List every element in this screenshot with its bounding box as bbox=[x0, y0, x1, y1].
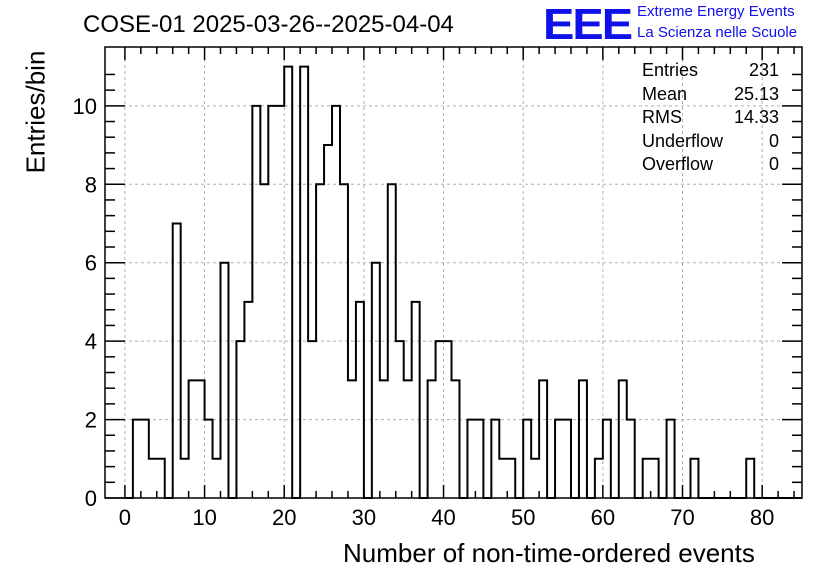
histogram-bar bbox=[690, 459, 698, 498]
histogram-bar bbox=[348, 380, 356, 498]
histogram-bar bbox=[627, 420, 635, 498]
x-tick-label: 70 bbox=[670, 505, 694, 530]
stat-label: RMS bbox=[642, 107, 682, 128]
histogram-bar bbox=[428, 380, 436, 498]
y-tick-label: 6 bbox=[85, 251, 97, 276]
stat-value: 25.13 bbox=[733, 83, 779, 104]
stat-row-overflow: Overflow 0 bbox=[642, 153, 779, 177]
stat-row-underflow: Underflow 0 bbox=[642, 130, 779, 154]
histogram-bar bbox=[651, 459, 659, 498]
histogram-bar bbox=[475, 420, 483, 498]
stat-label: Overflow bbox=[642, 154, 714, 175]
histogram-bar bbox=[213, 459, 221, 498]
x-tick-label: 20 bbox=[272, 505, 296, 530]
stat-label: Entries bbox=[642, 60, 699, 80]
x-tick-label: 40 bbox=[431, 505, 455, 530]
stat-row-entries: Entries 231 bbox=[642, 59, 779, 83]
histogram-bar bbox=[523, 420, 531, 498]
eee-logo: EEE bbox=[543, 0, 633, 48]
y-tick-label: 4 bbox=[85, 329, 97, 354]
histogram-bar bbox=[356, 302, 364, 498]
histogram-bar bbox=[284, 67, 292, 498]
stat-row-rms: RMS 14.33 bbox=[642, 106, 779, 130]
histogram-bar bbox=[149, 459, 157, 498]
y-tick-label: 2 bbox=[85, 408, 97, 433]
stats-box: Entries 231 Mean 25.13 RMS 14.33 Underfl… bbox=[642, 59, 779, 177]
histogram-bar bbox=[324, 145, 332, 498]
histogram-bar bbox=[300, 67, 308, 498]
x-tick-label: 80 bbox=[750, 505, 774, 530]
y-tick-label: 8 bbox=[85, 172, 97, 197]
y-tick-label: 10 bbox=[73, 94, 97, 119]
histogram-bar bbox=[491, 420, 499, 498]
histogram-bar bbox=[531, 459, 539, 498]
histogram-bar bbox=[404, 380, 412, 498]
stat-value: 231 bbox=[748, 60, 779, 80]
histogram-bar bbox=[380, 380, 388, 498]
y-axis-label: Entries/bin bbox=[20, 50, 51, 174]
x-tick-label: 50 bbox=[511, 505, 535, 530]
histogram-bar bbox=[268, 106, 276, 498]
logo-caption-line2: La Scienza nelle Scuole bbox=[637, 24, 798, 41]
histogram-bar bbox=[603, 420, 611, 498]
stat-value: 0 bbox=[768, 154, 779, 175]
histogram-bar bbox=[189, 380, 197, 498]
histogram-bar bbox=[643, 459, 651, 498]
histogram-bar bbox=[221, 263, 229, 498]
histogram-bar bbox=[205, 420, 213, 498]
histogram-bar bbox=[579, 380, 587, 498]
histogram-bar bbox=[467, 420, 475, 498]
plot-frame bbox=[104, 46, 803, 499]
x-tick-label: 10 bbox=[192, 505, 216, 530]
histogram-bar bbox=[252, 106, 260, 498]
stat-label: Underflow bbox=[642, 130, 724, 151]
histogram-bar bbox=[412, 302, 420, 498]
stat-value: 14.33 bbox=[733, 107, 779, 128]
stat-label: Mean bbox=[642, 83, 688, 104]
histogram-bar bbox=[539, 380, 547, 498]
histogram-bar bbox=[197, 380, 205, 498]
histogram-bar bbox=[157, 459, 165, 498]
histogram-bar bbox=[746, 459, 754, 498]
stat-row-mean: Mean 25.13 bbox=[642, 83, 779, 107]
x-tick-label: 60 bbox=[591, 505, 615, 530]
histogram-bar bbox=[563, 420, 571, 498]
x-tick-label: 30 bbox=[352, 505, 376, 530]
histogram-bar bbox=[332, 106, 340, 498]
x-axis-label: Number of non-time-ordered events bbox=[343, 538, 755, 568]
axis-ticks bbox=[105, 47, 802, 499]
histogram-bar bbox=[499, 459, 507, 498]
x-tick-label: 0 bbox=[119, 505, 131, 530]
histogram-bar bbox=[181, 459, 189, 498]
histogram-bar bbox=[372, 263, 380, 498]
histogram-bar bbox=[141, 420, 149, 498]
histogram-bar bbox=[276, 106, 284, 498]
logo-caption-line1: Extreme Energy Events bbox=[637, 3, 795, 20]
y-tick-label: 0 bbox=[85, 486, 97, 511]
histogram-bar bbox=[619, 380, 627, 498]
histogram-bar bbox=[173, 223, 181, 498]
tick-labels: 0 10 20 30 40 50 60 70 80 0 2 4 6 8 10 bbox=[73, 94, 775, 530]
histogram-bar bbox=[667, 420, 675, 498]
chart-title: COSE-01 2025-03-26--2025-04-04 bbox=[83, 11, 454, 38]
histogram-bar bbox=[244, 302, 252, 498]
histogram-bar bbox=[595, 459, 603, 498]
stat-value: 0 bbox=[768, 130, 779, 151]
histogram-bar bbox=[133, 420, 141, 498]
histogram-outline bbox=[124, 65, 802, 499]
histogram-bar bbox=[507, 459, 515, 498]
histogram-bar bbox=[452, 380, 460, 498]
histogram-bar bbox=[555, 420, 563, 498]
